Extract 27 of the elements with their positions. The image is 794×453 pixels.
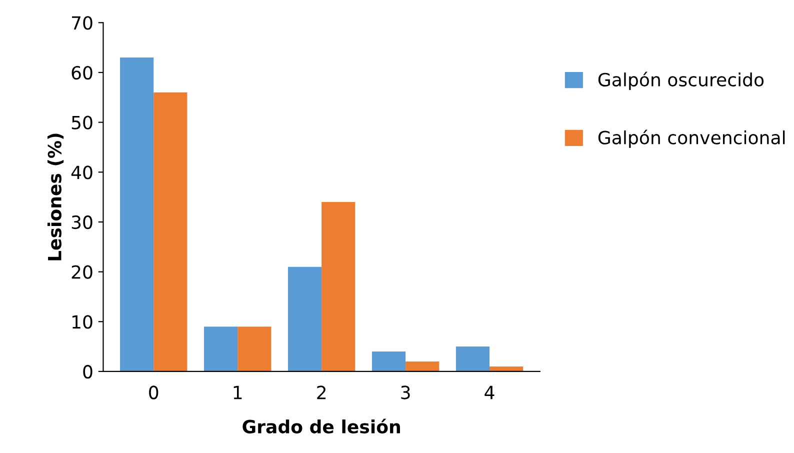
y-tick-label: 30 bbox=[72, 215, 92, 230]
bar bbox=[406, 361, 440, 372]
y-tick-label: 50 bbox=[72, 116, 92, 130]
x-axis-title: Grado de lesión bbox=[242, 418, 400, 434]
bar bbox=[288, 266, 322, 372]
bar bbox=[154, 92, 188, 372]
legend-label: Galpón oscurecido bbox=[598, 72, 764, 90]
bar bbox=[372, 352, 406, 372]
y-tick-label: 10 bbox=[72, 315, 92, 329]
bar bbox=[238, 326, 272, 372]
bar bbox=[204, 326, 238, 372]
x-tick-label: 0 bbox=[149, 386, 158, 400]
bar bbox=[322, 202, 356, 372]
y-tick-label: 40 bbox=[71, 166, 92, 180]
bar bbox=[490, 366, 524, 372]
legend-label: Galpón convencional bbox=[598, 130, 785, 148]
y-tick-label: 60 bbox=[72, 66, 92, 80]
bar bbox=[456, 346, 490, 372]
y-tick-label: 20 bbox=[72, 265, 92, 279]
x-tick-label: 1 bbox=[234, 386, 242, 400]
x-tick-label: 3 bbox=[401, 386, 410, 400]
x-tick-label: 2 bbox=[317, 386, 326, 400]
y-tick-label: 70 bbox=[72, 16, 92, 30]
x-tick-label: 4 bbox=[484, 386, 494, 400]
y-tick-label: 0 bbox=[83, 364, 92, 379]
y-axis-title: Lesiones (%) bbox=[47, 134, 64, 260]
bar bbox=[120, 58, 154, 372]
